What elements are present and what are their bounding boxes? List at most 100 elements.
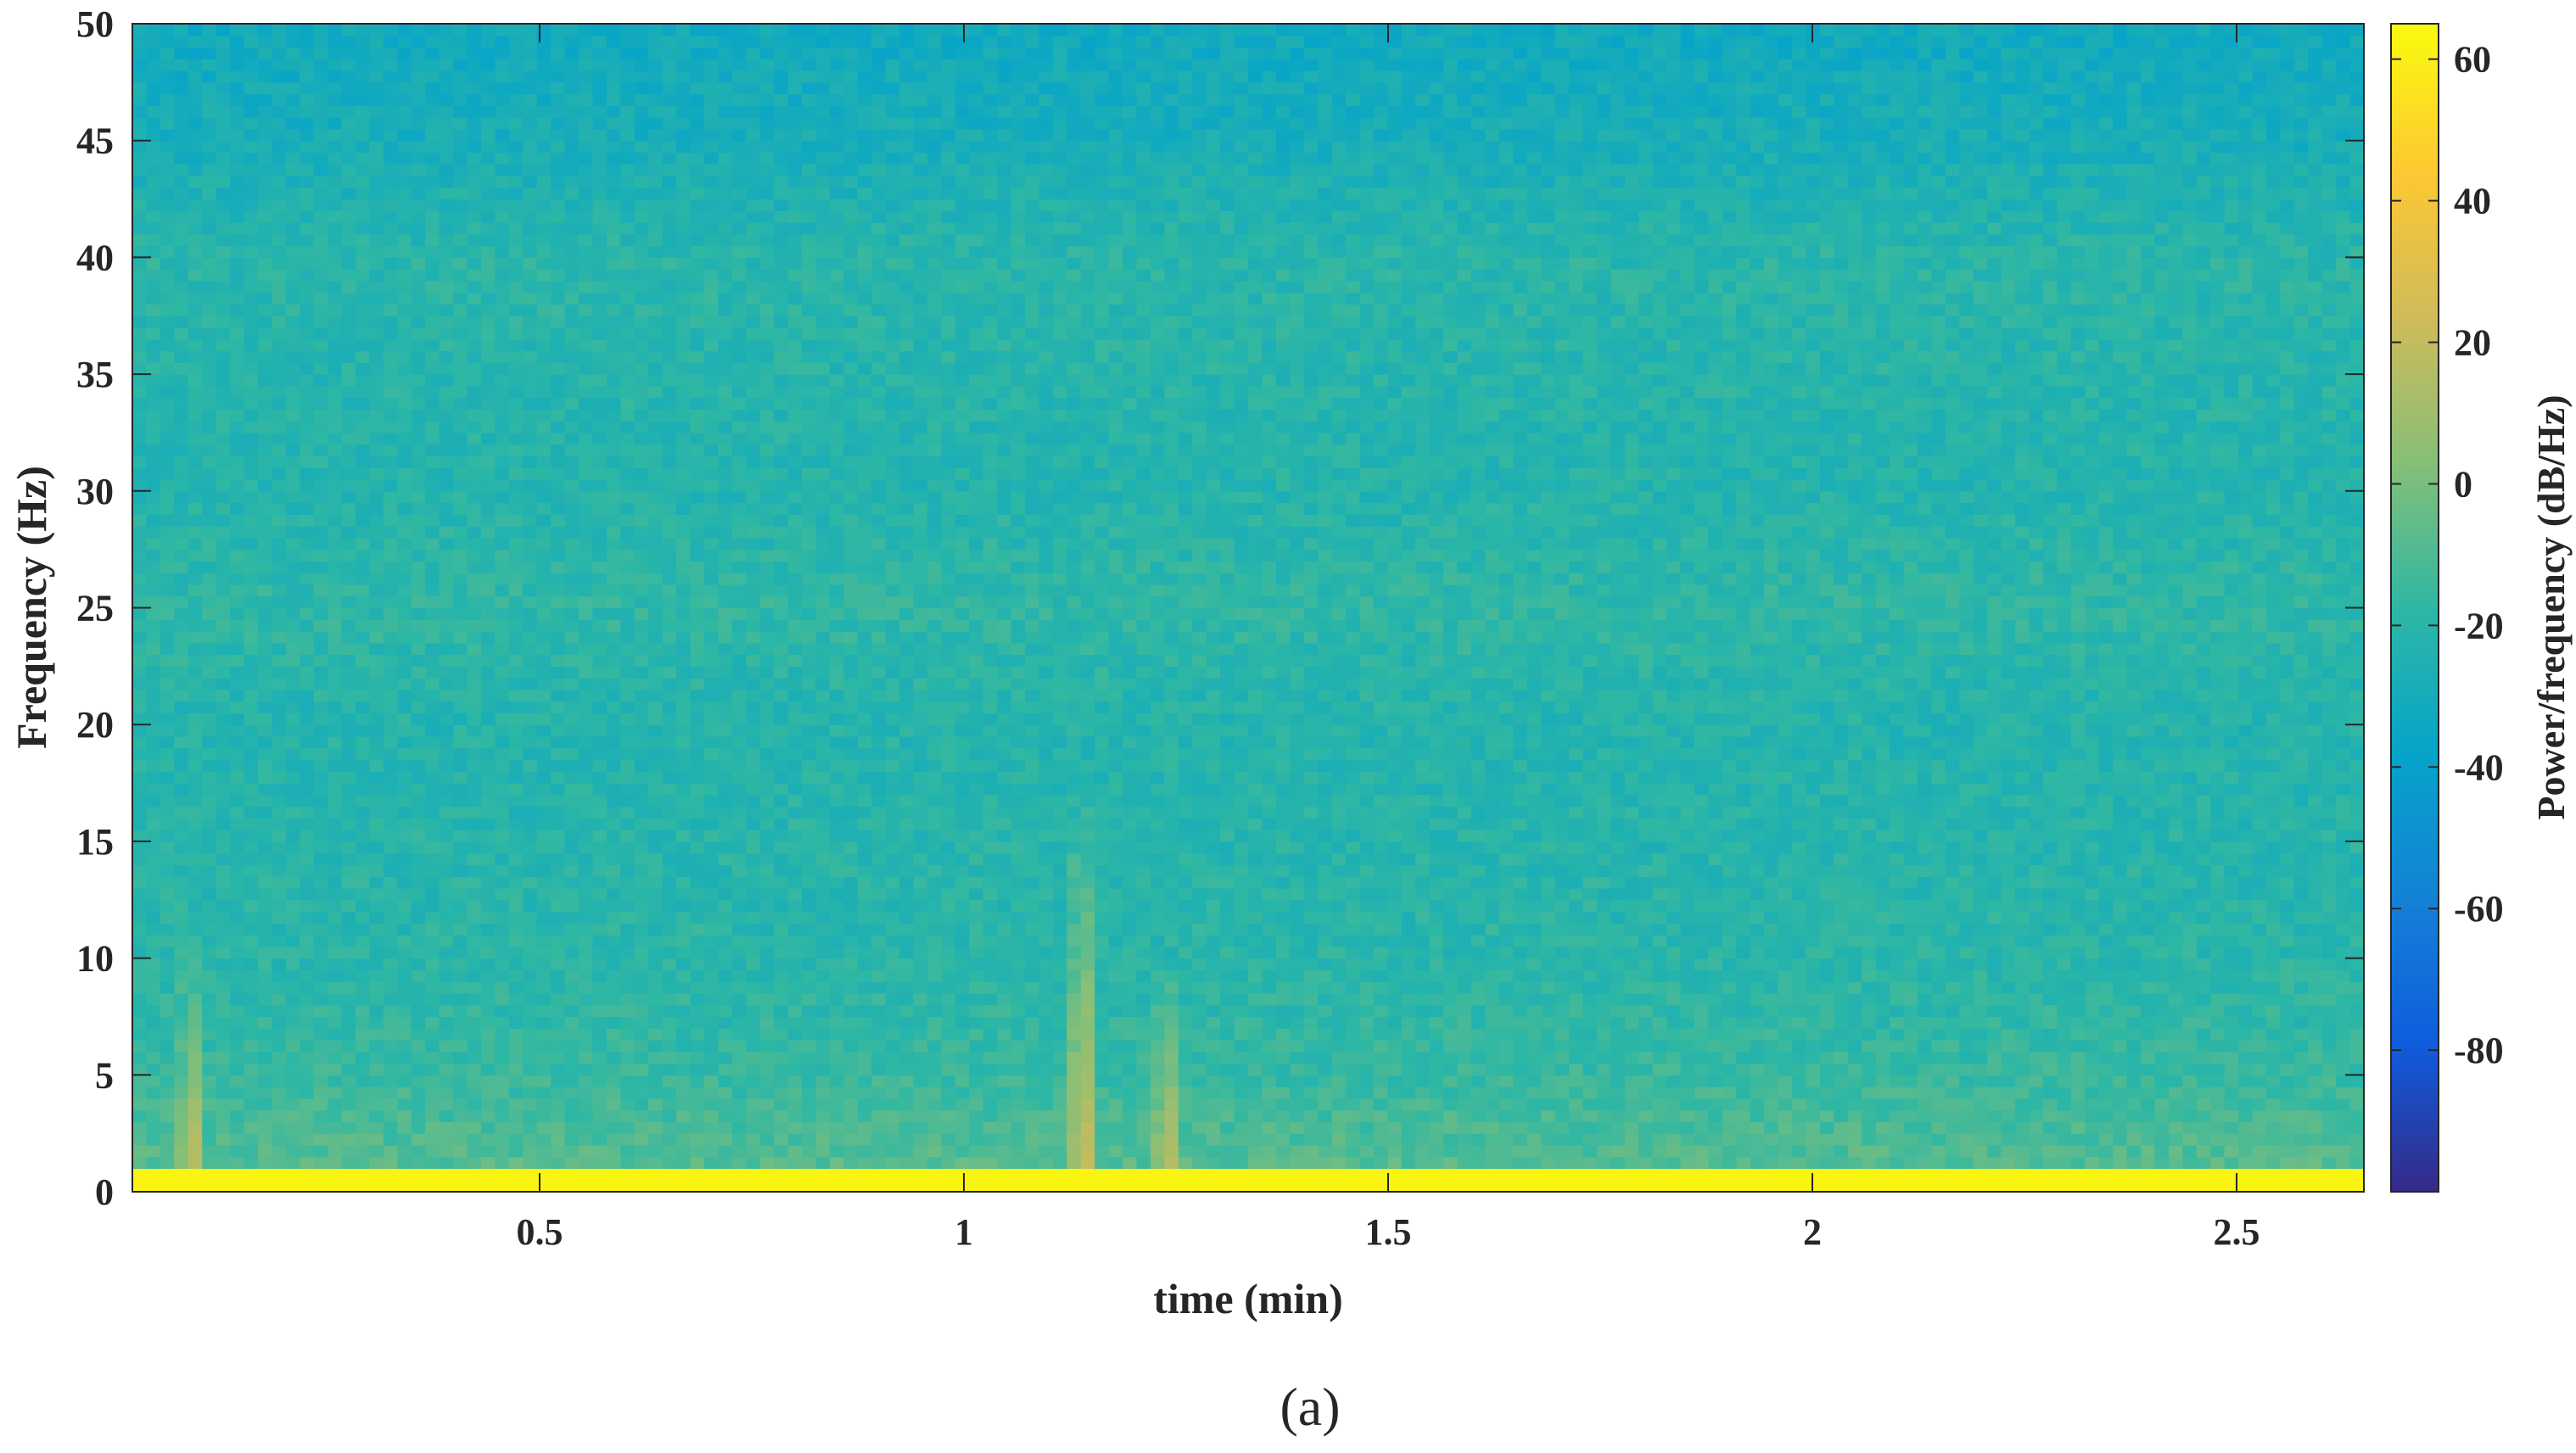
heatmap-cell xyxy=(328,607,343,620)
heatmap-cell xyxy=(383,899,398,913)
heatmap-cell xyxy=(759,981,775,994)
heatmap-cell xyxy=(662,573,677,585)
heatmap-cell xyxy=(815,747,831,761)
heatmap-cell xyxy=(439,1016,454,1029)
heatmap-cell xyxy=(774,654,789,667)
heatmap-cell xyxy=(132,771,148,784)
heatmap-cell xyxy=(425,747,440,761)
heatmap-cell xyxy=(480,818,496,830)
heatmap-cell xyxy=(620,210,636,223)
heatmap-cell xyxy=(188,747,203,761)
heatmap-cell xyxy=(411,771,426,784)
heatmap-cell xyxy=(453,198,468,211)
heatmap-cell xyxy=(272,292,287,305)
heatmap-cell xyxy=(579,222,594,235)
heatmap-cell xyxy=(815,233,831,247)
heatmap-cell xyxy=(453,514,468,527)
heatmap-cell xyxy=(746,514,761,527)
heatmap-cell xyxy=(620,1039,636,1053)
heatmap-cell xyxy=(703,899,719,913)
heatmap-cell xyxy=(523,887,538,901)
heatmap-cell xyxy=(508,35,524,48)
heatmap-cell xyxy=(746,619,761,632)
heatmap-cell xyxy=(216,526,231,539)
heatmap-cell xyxy=(718,47,733,59)
heatmap-cell xyxy=(257,689,272,702)
heatmap-cell xyxy=(676,573,692,585)
heatmap-cell xyxy=(731,747,747,761)
heatmap-cell xyxy=(495,222,510,235)
heatmap-cell xyxy=(718,735,733,749)
heatmap-cell xyxy=(439,409,454,422)
heatmap-cell xyxy=(257,830,272,842)
heatmap-cell xyxy=(425,1075,440,1087)
heatmap-cell xyxy=(606,573,621,585)
heatmap-cell xyxy=(746,1051,761,1065)
heatmap-cell xyxy=(815,198,831,211)
heatmap-cell xyxy=(216,316,231,328)
heatmap-cell xyxy=(425,210,440,223)
heatmap-cell xyxy=(341,257,356,270)
heatmap-cell xyxy=(703,362,719,375)
heatmap-cell xyxy=(620,759,636,772)
heatmap-cell xyxy=(662,1109,677,1122)
heatmap-cell xyxy=(160,490,175,504)
heatmap-cell xyxy=(690,338,705,352)
heatmap-cell xyxy=(160,584,175,597)
heatmap-cell xyxy=(174,47,189,59)
heatmap-cell xyxy=(425,981,440,994)
heatmap-cell xyxy=(774,93,789,106)
heatmap-cell xyxy=(383,701,398,714)
heatmap-cell xyxy=(244,735,259,749)
heatmap-cell xyxy=(495,911,510,924)
heatmap-cell xyxy=(495,1063,510,1076)
heatmap-cell xyxy=(495,514,510,527)
heatmap-cell xyxy=(787,1039,803,1053)
heatmap-cell xyxy=(676,923,692,936)
heatmap-cell xyxy=(662,70,677,83)
heatmap-cell xyxy=(230,210,245,223)
heatmap-cell xyxy=(731,444,747,457)
heatmap-cell xyxy=(356,490,371,504)
heatmap-cell xyxy=(230,666,245,679)
heatmap-cell xyxy=(620,876,636,889)
heatmap-cell xyxy=(731,1109,747,1122)
heatmap-cell xyxy=(341,316,356,328)
heatmap-cell xyxy=(523,852,538,866)
heatmap-cell xyxy=(634,362,649,375)
heatmap-cell xyxy=(411,152,426,165)
heatmap-cell xyxy=(356,1133,371,1146)
heatmap-cell xyxy=(480,304,496,316)
heatmap-cell xyxy=(634,1028,649,1041)
heatmap-cell xyxy=(703,818,719,830)
heatmap-cell xyxy=(369,444,384,457)
heatmap-cell xyxy=(592,70,608,83)
heatmap-cell xyxy=(606,1016,621,1029)
heatmap-cell xyxy=(606,269,621,282)
heatmap-cell xyxy=(508,269,524,282)
heatmap-cell xyxy=(523,666,538,679)
heatmap-cell xyxy=(579,93,594,106)
heatmap-cell xyxy=(160,1168,175,1181)
heatmap-cell xyxy=(132,981,148,994)
heatmap-cell xyxy=(369,257,384,270)
heatmap-cell xyxy=(606,981,621,994)
heatmap-cell xyxy=(202,642,217,656)
heatmap-cell xyxy=(620,724,636,737)
heatmap-cell xyxy=(551,222,566,235)
heatmap-cell xyxy=(132,549,148,562)
heatmap-cell xyxy=(257,654,272,667)
heatmap-cell xyxy=(648,316,664,328)
heatmap-cell xyxy=(480,1028,496,1041)
heatmap-cell xyxy=(536,316,552,328)
heatmap-cell xyxy=(300,233,315,247)
heatmap-cell xyxy=(495,105,510,118)
heatmap-cell xyxy=(703,409,719,422)
heatmap-cell xyxy=(634,93,649,106)
heatmap-cell xyxy=(606,537,621,550)
heatmap-cell xyxy=(746,81,761,95)
heatmap-cell xyxy=(774,841,789,854)
heatmap-cell xyxy=(536,783,552,796)
heatmap-cell xyxy=(397,455,412,468)
heatmap-cell xyxy=(439,70,454,83)
